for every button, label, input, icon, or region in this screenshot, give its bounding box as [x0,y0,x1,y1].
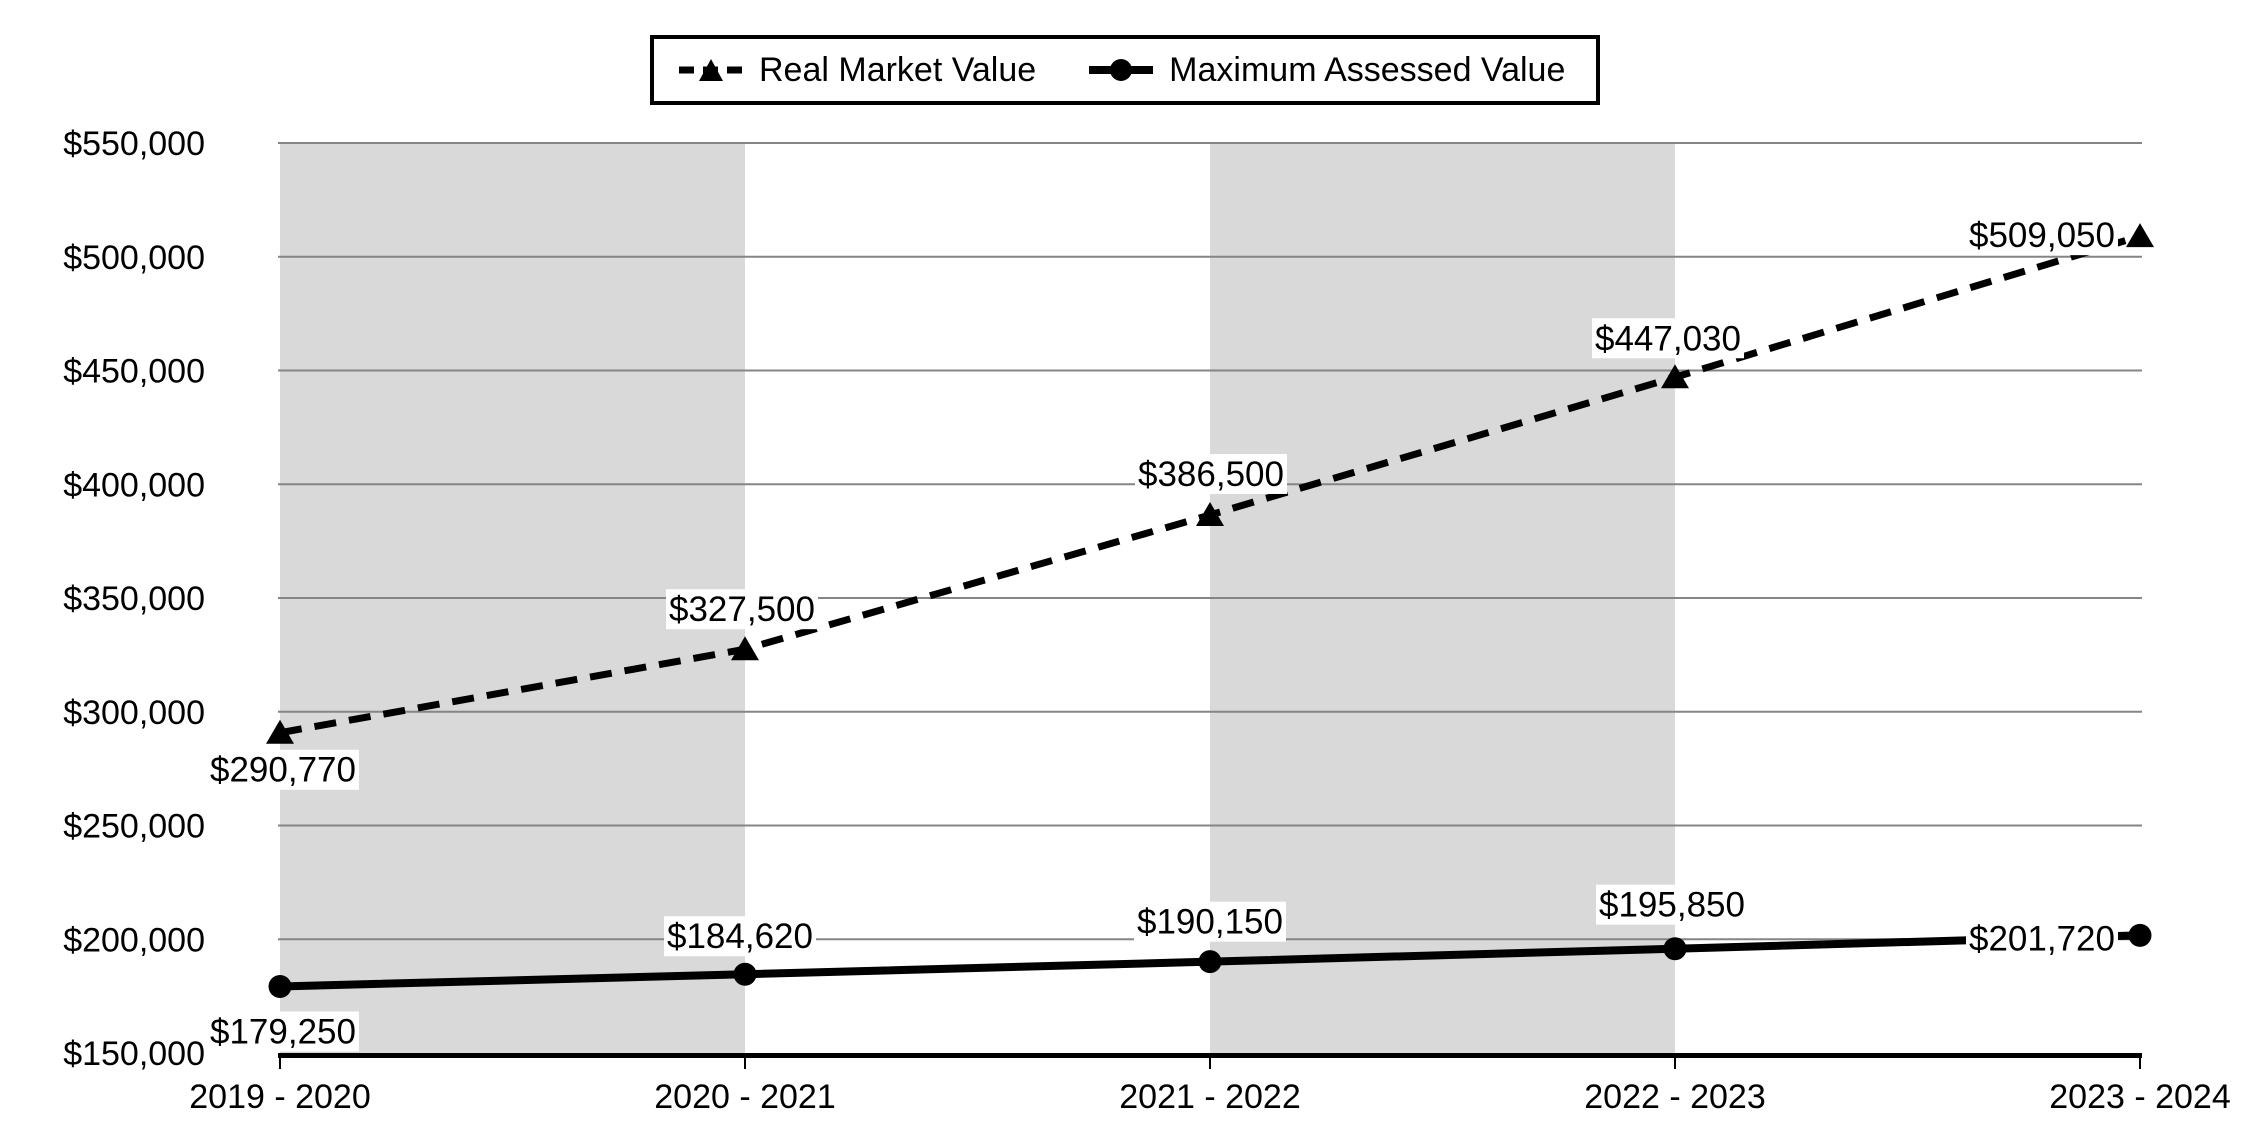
data-label: $201,720 [1969,919,2115,958]
data-label-bg [207,1011,359,1052]
y-axis-tick-label: $500,000 [63,239,205,277]
marker-triangle [1661,364,1689,389]
marker-circle [1198,950,1222,974]
dashed-line-triangle-marker-icon [679,59,743,81]
y-axis-tick-label: $450,000 [63,353,205,391]
legend-swatch-maximum-assessed-value [1088,57,1154,83]
marker-triangle [1196,501,1224,526]
marker-triangle [2126,223,2154,248]
y-axis-tick-label: $150,000 [63,1035,205,1073]
x-axis-tick-label: 2021 - 2022 [1119,1078,1301,1116]
marker-circle [2128,923,2152,947]
x-axis-tick-label: 2023 - 2024 [2049,1078,2231,1116]
marker-triangle [266,719,294,744]
y-axis-tick-label: $200,000 [63,921,205,959]
data-label-bg [664,916,816,957]
data-label-bg [1592,318,1744,359]
data-label: $190,150 [1137,903,1283,942]
x-axis-tick-label: 2020 - 2021 [654,1078,836,1116]
legend: Real Market Value Maximum Assessed Value [650,35,1600,105]
y-axis-tick-label: $300,000 [63,694,205,732]
data-label-bg [666,589,818,630]
data-label: $386,500 [1138,455,1284,494]
data-label-bg [207,749,359,790]
legend-label-real-market-value: Real Market Value [759,50,1037,89]
x-axis-tick-label: 2022 - 2023 [1584,1078,1766,1116]
data-label-bg [1596,884,1748,925]
legend-swatch-real-market-value [678,57,744,83]
data-label: $509,050 [1969,216,2115,255]
data-label: $195,850 [1599,886,1745,925]
y-axis-tick-label: $400,000 [63,466,205,504]
legend-label-maximum-assessed-value: Maximum Assessed Value [1169,50,1566,89]
data-label-bg [1135,453,1287,494]
y-axis-tick-label: $250,000 [63,808,205,846]
y-axis-tick-label: $550,000 [63,125,205,163]
data-label: $179,250 [210,1012,356,1051]
data-label: $447,030 [1595,319,1741,358]
data-label: $290,770 [210,751,356,790]
data-label: $327,500 [669,590,815,629]
marker-circle [1663,937,1687,961]
x-axis-tick-label: 2019 - 2020 [189,1078,371,1116]
data-label-bg [1966,215,2118,256]
data-label: $184,620 [667,917,813,956]
marker-circle [268,974,292,998]
solid-line-circle-marker-icon [1089,59,1154,81]
data-label-bg [1966,918,2118,959]
y-axis-tick-label: $350,000 [63,580,205,618]
marker-triangle [731,636,759,661]
marker-circle [733,962,757,986]
data-label-bg [1134,901,1286,942]
